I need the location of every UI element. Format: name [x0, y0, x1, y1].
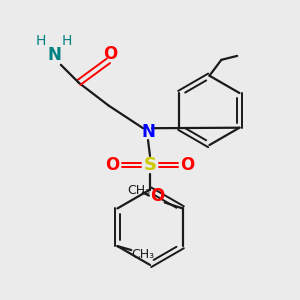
Text: CH₃: CH₃: [128, 184, 151, 197]
Text: O: O: [105, 156, 119, 174]
Text: H: H: [36, 34, 46, 48]
Text: S: S: [143, 156, 157, 174]
Text: O: O: [103, 45, 118, 63]
Text: CH₃: CH₃: [132, 248, 155, 260]
Text: N: N: [141, 123, 155, 141]
Text: N: N: [48, 46, 62, 64]
Text: O: O: [150, 187, 164, 205]
Text: H: H: [61, 34, 72, 48]
Text: O: O: [181, 156, 195, 174]
